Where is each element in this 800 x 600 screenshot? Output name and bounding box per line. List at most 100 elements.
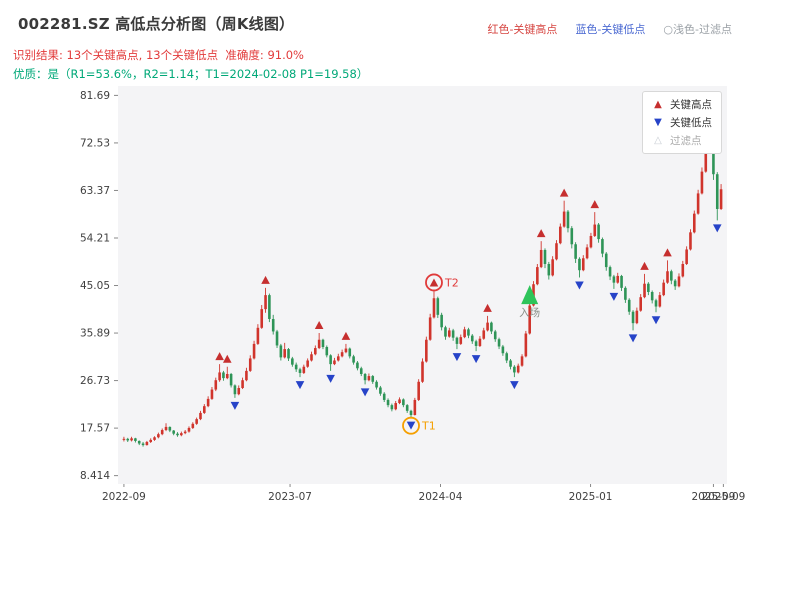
candle-body [444,327,447,337]
filtered-marker-icon: △ [654,134,662,146]
candle-body [696,193,700,214]
candle-body [451,330,455,338]
plot-legend: ▲ 关键高点 ▼ 关键低点 △ 过滤点 [642,91,722,154]
key-low-marker-icon: ▼ [654,116,662,128]
candle-body [513,366,516,373]
candle-body [474,341,478,346]
y-tick-label: 63.37 [80,185,110,197]
candle-body [187,427,191,432]
candle-body [344,348,348,353]
candle-body [306,360,309,367]
candle-body [325,347,329,356]
candle-body [241,380,244,389]
candle-body [562,211,566,227]
candle-body [417,381,420,400]
candle-body [302,366,306,373]
candle-body [604,253,608,268]
candle-body [260,309,264,328]
x-tick-label: 2022-09 [102,491,146,503]
y-tick-label: 8.414 [80,470,110,482]
y-tick-label: 35.89 [80,328,110,340]
candle-body [616,275,620,283]
legend-filtered-label: ○浅色-过滤点 [663,23,732,36]
candle-body [497,339,501,347]
candle-body [643,283,646,298]
candle-body [275,331,279,346]
candle-body [551,259,554,276]
color-legend: 红色-关键高点 蓝色-关键低点 ○浅色-过滤点 [0,21,732,37]
plot-legend-item-key-low: ▼ 关键低点 [652,115,712,130]
candle-body [516,365,520,373]
x-tick-label: 2025-09 [691,491,735,503]
candle-body [245,370,248,381]
entry-marker [521,285,539,305]
candle-body [206,398,210,407]
plot-legend-item-key-high: ▲ 关键高点 [652,97,712,112]
candle-body [570,228,574,245]
candle-body [432,298,436,318]
candle-body [176,433,179,436]
t2-label: T2 [444,276,459,289]
candle-body [478,338,482,346]
t2-circle [425,273,443,292]
candle-body [581,258,585,271]
candle-body [283,349,286,358]
candle-body [409,410,413,415]
candle-body [593,224,597,236]
candle-body [191,423,195,428]
candle-body [237,388,241,395]
candle-body [183,431,187,434]
candle-body [359,368,363,374]
candle-body [421,361,424,382]
candle-body [692,213,696,233]
key-low-marker [230,401,240,410]
candle-body [287,349,290,359]
candle-body [528,305,531,334]
candle-body [463,329,466,338]
x-tick-label: 2024-04 [419,491,463,503]
candle-body [141,443,145,446]
candle-body [559,226,562,244]
candle-body [160,430,164,435]
candle-body [666,271,669,283]
candle-body [467,329,470,336]
candle-body [199,412,202,420]
key-low-marker [452,353,462,362]
candle-body [459,337,463,344]
candle-body [547,263,551,276]
candle-body [543,249,547,264]
plot-legend-key-low-label: 关键低点 [670,117,712,129]
y-tick-label: 17.57 [80,423,110,435]
candle-body [210,389,214,399]
candle-body [436,298,440,315]
candle-body [677,276,681,287]
key-high-marker [215,352,224,361]
candle-body [501,346,505,354]
candle-body [157,434,160,438]
key-low-marker [651,316,661,325]
candle-body [203,406,206,413]
candle-body [490,322,493,332]
candle-body [597,224,600,240]
plot-legend-item-filtered: △ 过滤点 [652,133,712,148]
candle-body [268,295,271,319]
candle-body [704,148,708,172]
t1-circle [402,416,420,435]
candle-body [719,189,723,209]
key-low-marker [712,224,722,233]
candle-body [440,314,443,328]
key-high-marker [341,331,351,340]
key-low-marker [510,381,519,390]
candle-body [647,283,650,293]
candle-body [624,287,627,300]
candle-body [608,267,612,277]
candle-body [248,358,252,371]
legend-key-high-label: 红色-关键高点 [487,23,558,36]
candle-body [639,297,642,311]
candle-body [352,356,355,363]
candle-body [631,311,635,324]
key-high-marker [314,320,324,329]
candle-body [172,430,175,434]
candle-body [425,339,428,362]
